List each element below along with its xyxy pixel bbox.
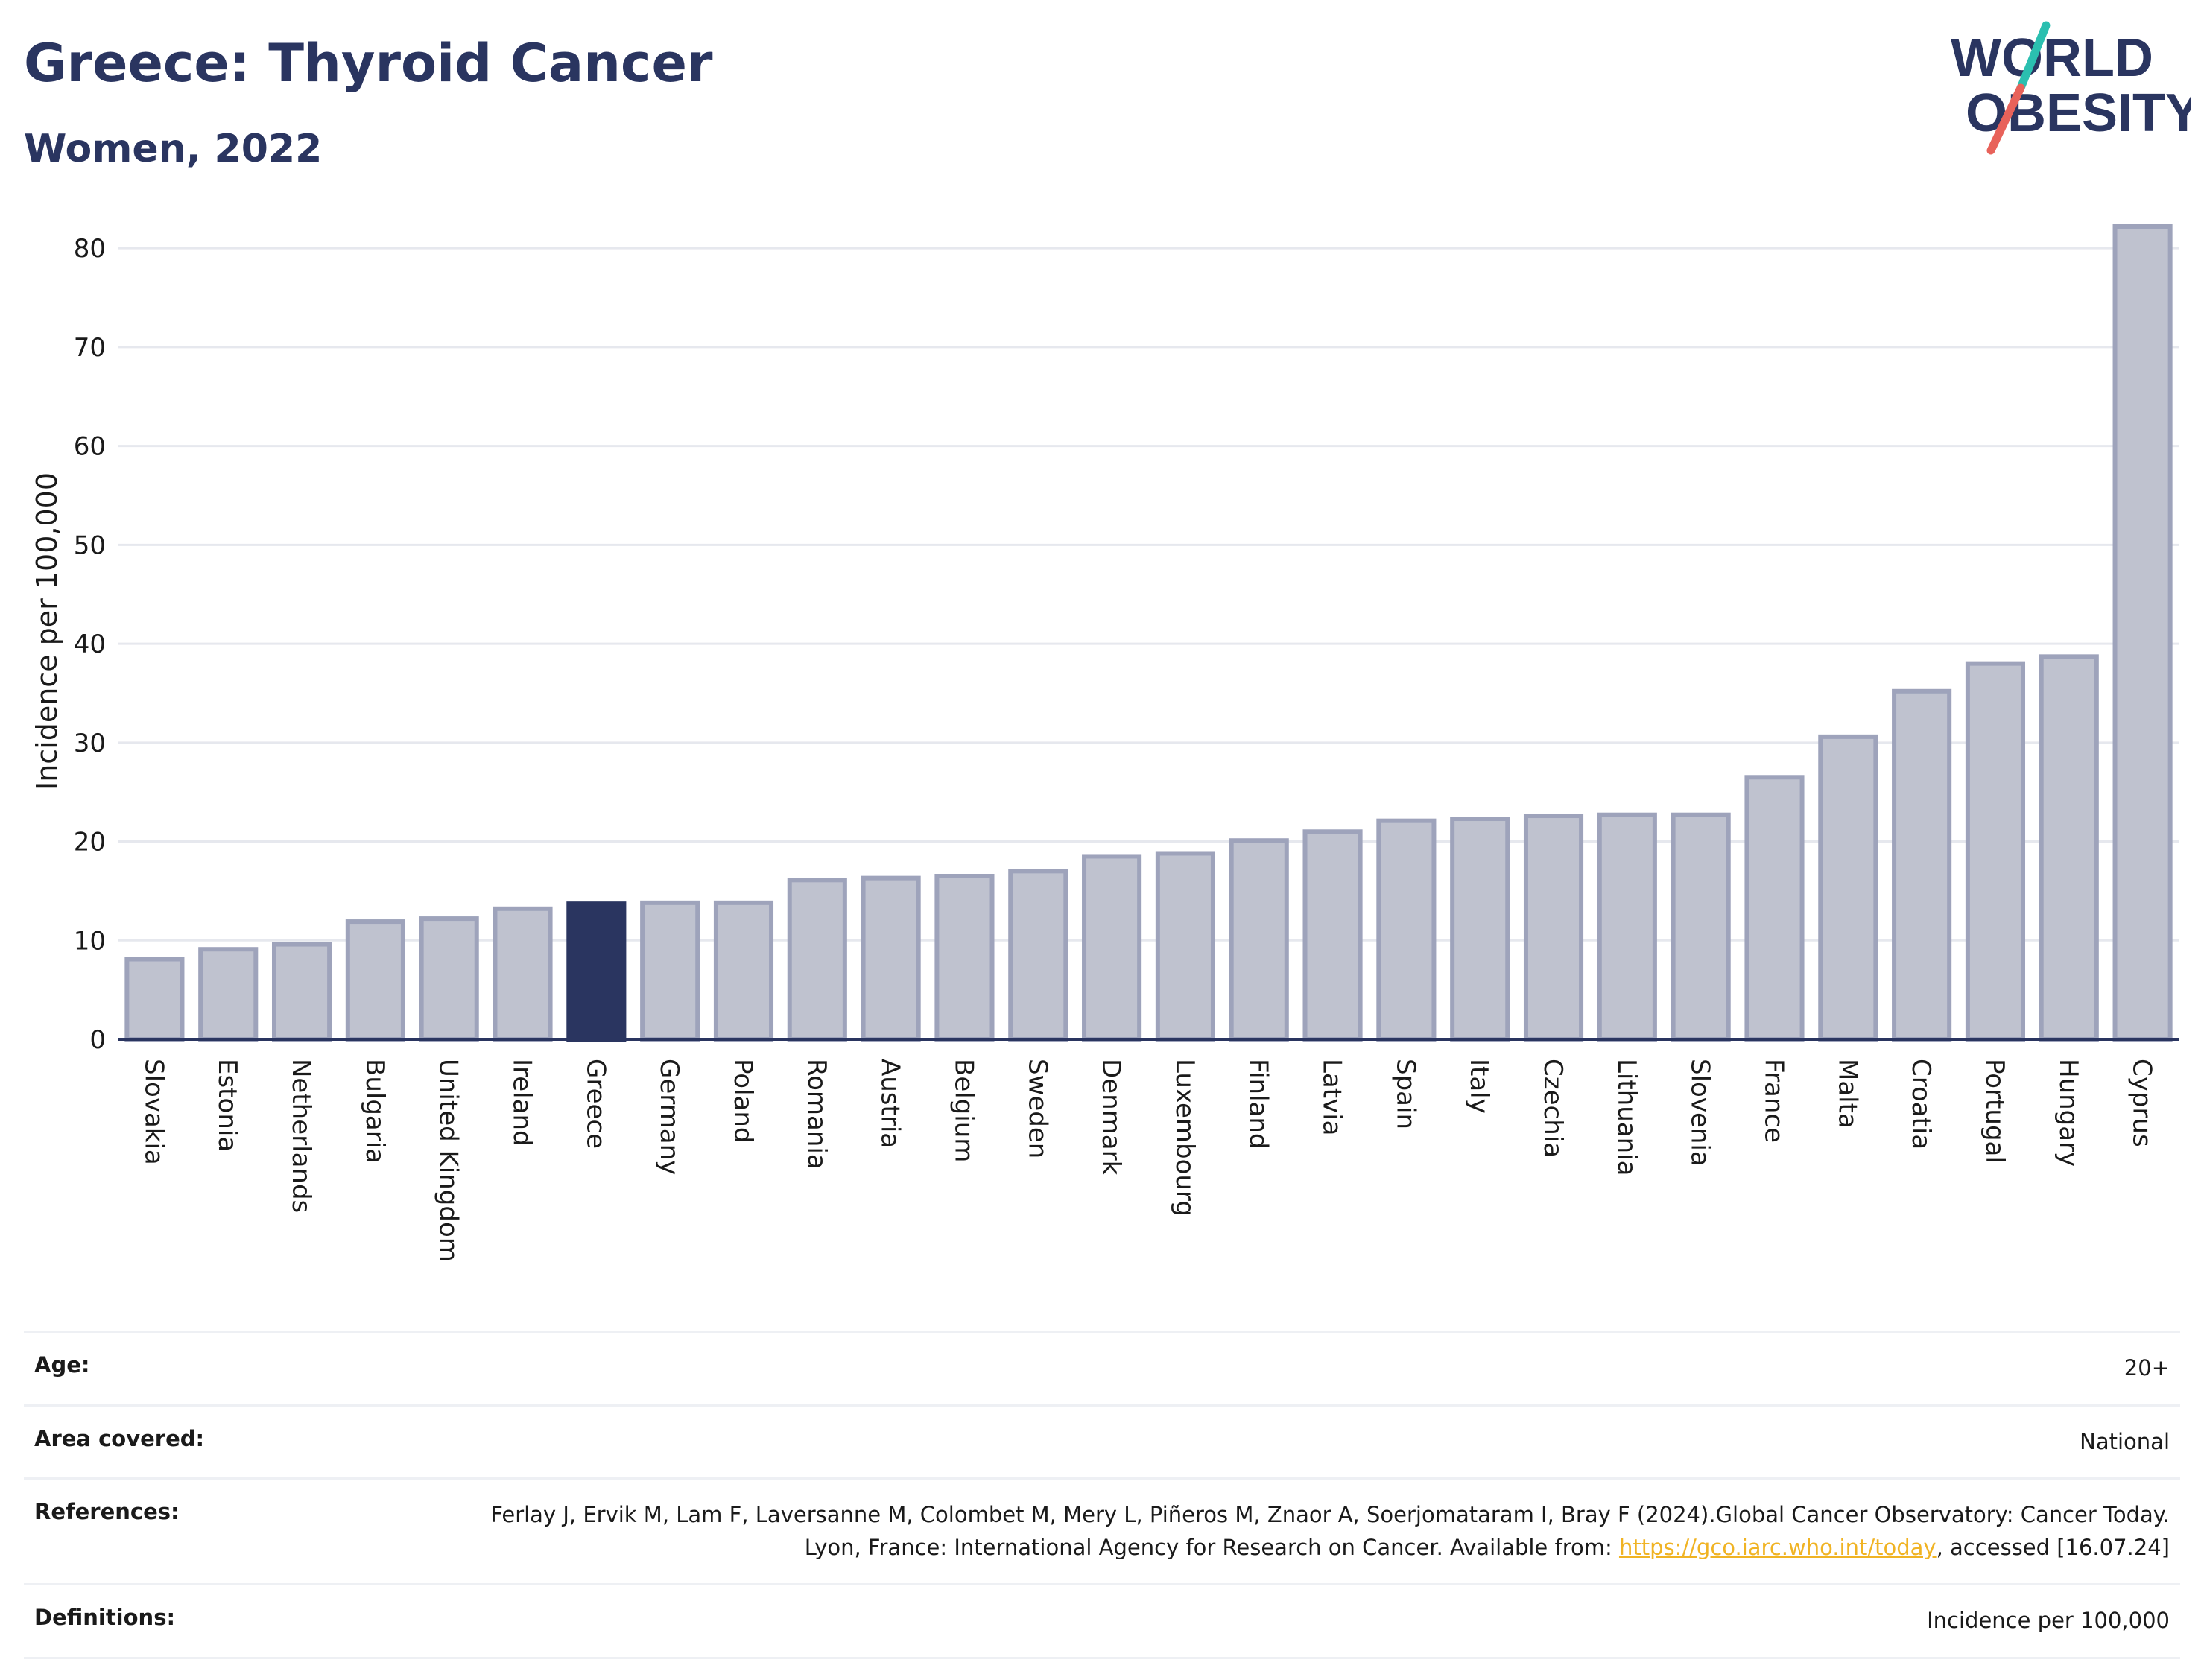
y-tick-label: 0 [89, 1025, 106, 1055]
bar-czechia [1523, 814, 1584, 1042]
x-tick-label: Portugal [1980, 1059, 2010, 1164]
x-tick-label: Czechia [1538, 1059, 1568, 1158]
bar-france [1744, 775, 1805, 1042]
bar-spain [1376, 818, 1437, 1042]
x-tick-label: Netherlands [286, 1059, 316, 1213]
x-tick-label: Bulgaria [360, 1059, 390, 1164]
bar-slovenia [1671, 812, 1731, 1042]
y-tick-label: 80 [74, 234, 106, 264]
x-tick-label: Greece [580, 1059, 610, 1149]
x-tick-label: Denmark [1096, 1059, 1126, 1176]
references-link[interactable]: https://gco.iarc.who.int/today [1618, 1534, 1937, 1560]
x-tick-label: Spain [1390, 1059, 1420, 1129]
y-tick-label: 70 [74, 333, 106, 363]
references-accessed: , accessed [16.07.24] [1936, 1534, 2170, 1560]
x-tick-label: Germany [654, 1059, 684, 1175]
chart-title: Greece: Thyroid Cancer [24, 33, 713, 94]
logo-line1: WORLD [1951, 28, 2153, 88]
info-row-area: Area covered: National [24, 1404, 2180, 1478]
y-tick-label: 10 [74, 926, 106, 956]
x-tick-label: Slovakia [139, 1059, 168, 1165]
references-text: Ferlay J, Ervik M, Lam F, Laversanne M, … [490, 1502, 2170, 1560]
bar-italy [1450, 817, 1510, 1042]
x-tick-label: Slovenia [1685, 1059, 1715, 1167]
info-row-age: Age: 20+ [24, 1331, 2180, 1404]
logo-slash-coral [1986, 83, 2025, 155]
y-tick-label: 40 [74, 630, 106, 659]
bar-denmark [1082, 854, 1142, 1042]
bar-malta [1818, 734, 1878, 1042]
bar-estonia [198, 947, 259, 1042]
bar-portugal [1965, 661, 2026, 1042]
info-table: Age: 20+ Area covered: National Referenc… [24, 1331, 2180, 1659]
world-obesity-logo: WORLD OBESITY [1951, 21, 2191, 155]
bar-hungary [2039, 654, 2099, 1042]
references-label: References: [34, 1499, 180, 1524]
x-tick-label: Croatia [1906, 1059, 1936, 1150]
y-tick-label: 20 [74, 828, 106, 858]
x-tick-label: Latvia [1317, 1059, 1347, 1136]
bar-austria [861, 875, 921, 1042]
y-tick-label: 30 [74, 729, 106, 758]
bar-germany [640, 900, 700, 1042]
references-value: Ferlay J, Ervik M, Lam F, Laversanne M, … [471, 1499, 2170, 1564]
bar-greece [566, 901, 627, 1042]
x-tick-label: Finland [1244, 1059, 1273, 1150]
bar-lithuania [1597, 812, 1657, 1042]
bar-netherlands [271, 942, 332, 1042]
x-tick-label: Sweden [1022, 1059, 1052, 1158]
x-tick-label: Italy [1464, 1059, 1494, 1114]
x-tick-label: Austria [875, 1059, 905, 1148]
x-tick-label: Cyprus [2127, 1059, 2157, 1147]
bar-croatia [1892, 688, 1952, 1042]
bar-finland [1229, 838, 1289, 1042]
x-tick-label: France [1758, 1059, 1788, 1143]
bar-united-kingdom [419, 916, 479, 1042]
bar-poland [713, 900, 774, 1042]
y-tick-label: 60 [74, 432, 106, 462]
y-tick-label: 50 [74, 530, 106, 560]
definitions-label: Definitions: [34, 1605, 176, 1630]
bar-belgium [934, 874, 995, 1042]
x-tick-label: Hungary [2053, 1059, 2083, 1167]
info-row-references: References: Ferlay J, Ervik M, Lam F, La… [24, 1477, 2180, 1583]
x-tick-label: Poland [728, 1059, 758, 1144]
bar-romania [787, 878, 847, 1042]
x-tick-label: Lithuania [1612, 1059, 1641, 1176]
bar-sweden [1008, 869, 1068, 1042]
x-tick-label: Malta [1832, 1059, 1862, 1129]
x-tick-label: Estonia [212, 1059, 242, 1152]
bar-bulgaria [345, 919, 405, 1042]
bar-cyprus [2112, 224, 2173, 1042]
y-axis-label: Incidence per 100,000 [31, 472, 63, 790]
bar-latvia [1302, 829, 1363, 1042]
age-value: 20+ [2124, 1355, 2170, 1381]
area-value: National [2080, 1428, 2170, 1454]
logo-slash-teal [2016, 21, 2051, 92]
definitions-value: Incidence per 100,000 [1927, 1608, 2170, 1633]
x-tick-label: Luxembourg [1170, 1059, 1200, 1217]
x-tick-label: Romania [802, 1059, 832, 1170]
age-label: Age: [34, 1352, 90, 1378]
bar-chart: 0 10 20 30 40 50 60 70 80 Incidence per 100,000 Sl… [31, 224, 2179, 1262]
bar-ireland [493, 906, 553, 1042]
area-label: Area covered: [34, 1425, 205, 1451]
x-tick-label: United Kingdom [434, 1059, 463, 1262]
x-tick-label: Ireland [507, 1059, 537, 1147]
x-tick-label: Belgium [949, 1059, 978, 1162]
chart-subtitle: Women, 2022 [24, 127, 323, 171]
bar-luxembourg [1155, 851, 1215, 1042]
info-row-definitions: Definitions: Incidence per 100,000 [24, 1583, 2180, 1659]
bar-slovakia [124, 957, 185, 1042]
